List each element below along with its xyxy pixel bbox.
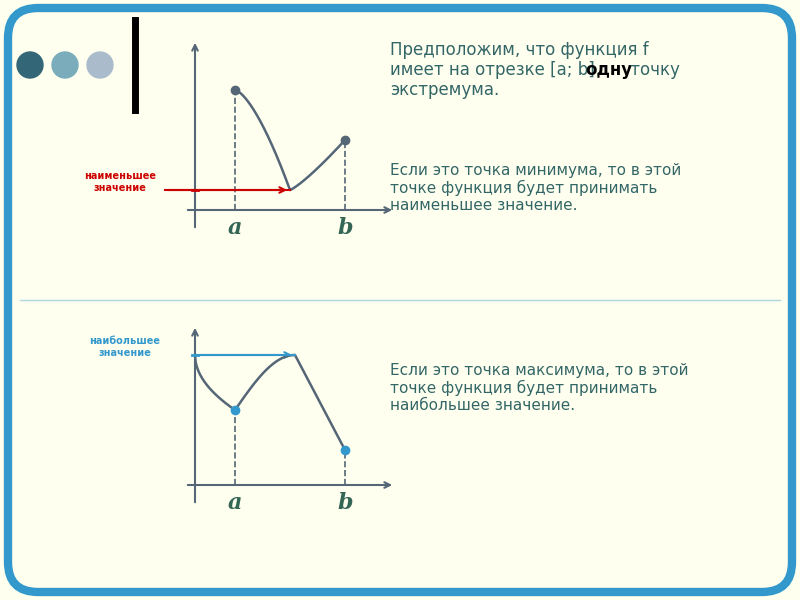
Text: a: a [228,492,242,514]
Text: Если это точка максимума, то в этой: Если это точка максимума, то в этой [390,362,689,377]
Text: имеет на отрезке [a; b]: имеет на отрезке [a; b] [390,61,606,79]
FancyBboxPatch shape [8,8,792,592]
Circle shape [17,52,43,78]
Text: b: b [338,492,353,514]
Text: Предположим, что функция f: Предположим, что функция f [390,41,649,59]
Circle shape [52,52,78,78]
Circle shape [87,52,113,78]
Text: a: a [228,217,242,239]
Text: наибольшее значение.: наибольшее значение. [390,398,575,413]
Text: точке функция будет принимать: точке функция будет принимать [390,380,658,396]
Text: точке функция будет принимать: точке функция будет принимать [390,180,658,196]
Text: точку: точку [625,61,680,79]
Text: наибольшее
значение: наибольшее значение [90,336,161,358]
Text: наименьшее
значение: наименьшее значение [84,171,156,193]
Text: наименьшее значение.: наименьшее значение. [390,199,578,214]
Text: экстремума.: экстремума. [390,81,499,99]
Text: Если это точка минимума, то в этой: Если это точка минимума, то в этой [390,163,682,178]
Text: b: b [338,217,353,239]
Text: одну: одну [585,61,632,79]
